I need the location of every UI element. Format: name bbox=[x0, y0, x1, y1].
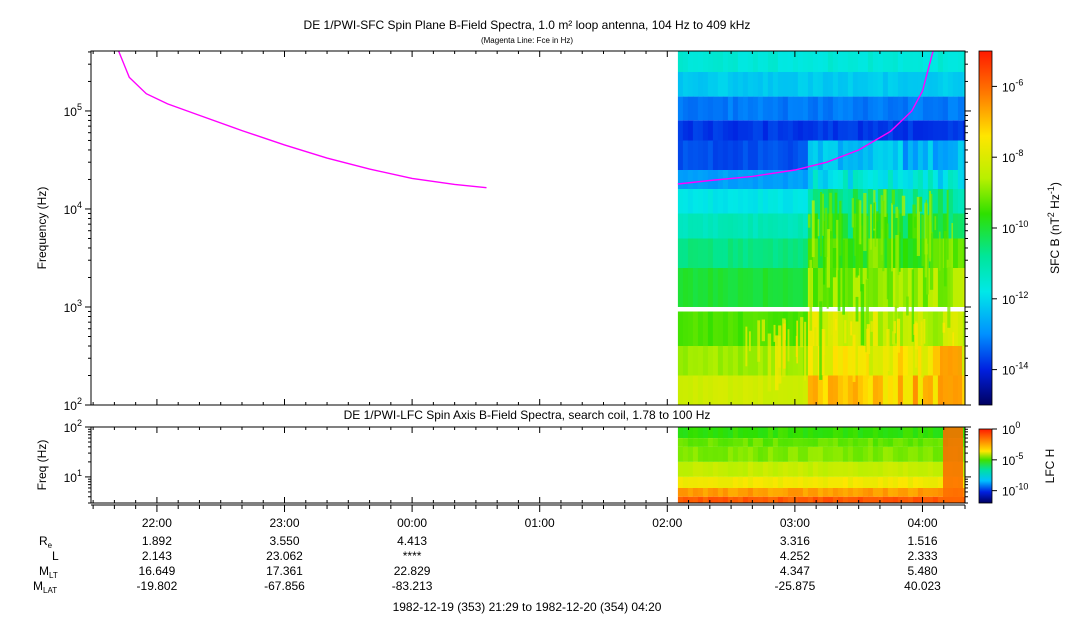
time-tick-label: 01:00 bbox=[525, 516, 555, 530]
lfc-spectrogram-image bbox=[677, 427, 965, 503]
ephemeris-value: 23.062 bbox=[266, 549, 303, 563]
lfc-plot-frame bbox=[90, 426, 966, 504]
lfc-y-axis-label: Freq (Hz) bbox=[35, 440, 49, 491]
lfc-colorbar-label: LFC H bbox=[1043, 449, 1057, 484]
fce-magenta-line bbox=[117, 51, 934, 189]
sfc-spectrogram-image bbox=[677, 51, 965, 405]
sfc-colorbar-tick-label: 10-6 bbox=[1002, 77, 1023, 94]
lfc-ytick-label: 102 bbox=[64, 418, 82, 435]
ephemeris-row-label: Re bbox=[39, 534, 53, 550]
sfc-ytick-label: 103 bbox=[64, 298, 82, 315]
sfc-colorbar-tick-label: 10-12 bbox=[1002, 290, 1028, 307]
date-range-label: 1982-12-19 (353) 21:29 to 1982-12-20 (35… bbox=[393, 600, 662, 614]
sfc-colorbar-tick-label: 10-14 bbox=[1002, 361, 1028, 378]
ephemeris-value: 4.347 bbox=[780, 564, 810, 578]
fce-line-2 bbox=[677, 51, 934, 185]
time-tick-label: 02:00 bbox=[652, 516, 682, 530]
ephemeris-value: 5.480 bbox=[907, 564, 937, 578]
sfc-plot-frame bbox=[90, 50, 966, 406]
ephemeris-value: 1.892 bbox=[142, 534, 172, 548]
ephemeris-value: 22.829 bbox=[394, 564, 431, 578]
time-tick-label: 03:00 bbox=[780, 516, 810, 530]
ephemeris-value: -25.875 bbox=[775, 579, 816, 593]
ephemeris-value: 4.252 bbox=[780, 549, 810, 563]
sfc-colorbar-label: SFC B (nT2 Hz-1) bbox=[1046, 182, 1062, 274]
sfc-y-axis-label: Frequency (Hz) bbox=[35, 187, 49, 270]
ephemeris-value: 2.333 bbox=[907, 549, 937, 563]
ephemeris-value: 3.316 bbox=[780, 534, 810, 548]
ephemeris-value: **** bbox=[403, 549, 422, 563]
sfc-ytick-label: 105 bbox=[64, 102, 82, 119]
ephemeris-value: -19.802 bbox=[137, 579, 178, 593]
fce-line-1 bbox=[117, 51, 487, 189]
ephemeris-row-label: L bbox=[52, 549, 59, 563]
ephemeris-value: 3.550 bbox=[269, 534, 299, 548]
lfc-colorbar-tick-label: 10-10 bbox=[1002, 482, 1028, 499]
chart-title: DE 1/PWI-SFC Spin Plane B-Field Spectra,… bbox=[304, 18, 751, 32]
sfc-ytick-label: 102 bbox=[64, 396, 82, 413]
sfc-ytick-label: 104 bbox=[64, 200, 82, 217]
ephemeris-value: 16.649 bbox=[139, 564, 176, 578]
ephemeris-value: 2.143 bbox=[142, 549, 172, 563]
time-tick-label: 23:00 bbox=[269, 516, 299, 530]
sfc-colorbar-tick-label: 10-8 bbox=[1002, 148, 1023, 165]
ephemeris-value: 17.361 bbox=[266, 564, 303, 578]
ephemeris-row-label: MLAT bbox=[33, 579, 57, 595]
chart-subtitle: (Magenta Line: Fce in Hz) bbox=[481, 36, 573, 45]
lfc-ytick-label: 101 bbox=[64, 468, 82, 485]
sfc-colorbar-tick-label: 10-10 bbox=[1002, 219, 1028, 236]
sfc-colorbar bbox=[978, 50, 993, 406]
ephemeris-value: 4.413 bbox=[397, 534, 427, 548]
panel2-title: DE 1/PWI-LFC Spin Axis B-Field Spectra, … bbox=[344, 408, 711, 422]
lfc-colorbar bbox=[978, 428, 993, 504]
ephemeris-value: 1.516 bbox=[907, 534, 937, 548]
lfc-colorbar-tick-label: 100 bbox=[1002, 420, 1020, 437]
time-tick-label: 04:00 bbox=[907, 516, 937, 530]
time-tick-label: 22:00 bbox=[142, 516, 172, 530]
ephemeris-row-label: MLT bbox=[39, 564, 58, 580]
ephemeris-value: -83.213 bbox=[392, 579, 433, 593]
time-tick-label: 00:00 bbox=[397, 516, 427, 530]
ephemeris-value: 40.023 bbox=[904, 579, 941, 593]
lfc-colorbar-tick-label: 10-5 bbox=[1002, 451, 1023, 468]
ephemeris-value: -67.856 bbox=[264, 579, 305, 593]
